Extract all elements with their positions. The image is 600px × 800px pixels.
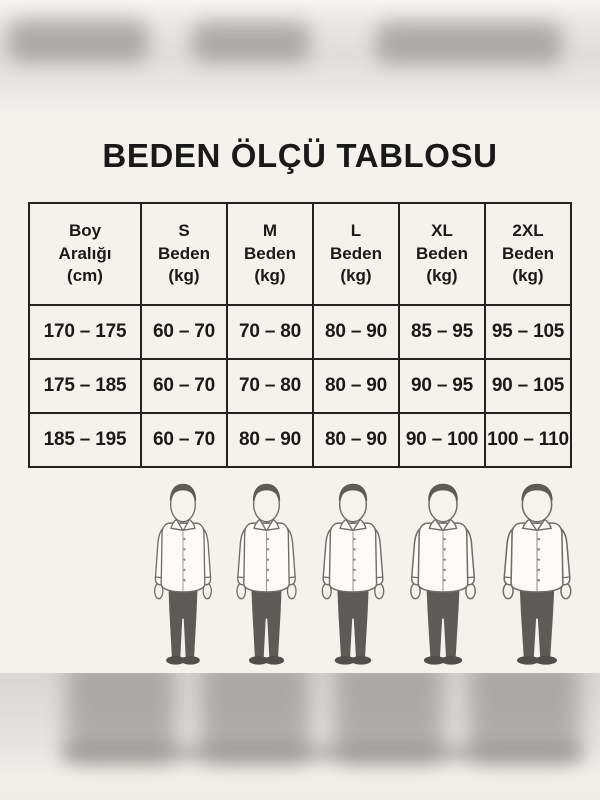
page-title: BEDEN ÖLÇÜ TABLOSU [102, 137, 498, 174]
blur-smudge [60, 745, 584, 761]
cell-height-range: 170 – 175 [28, 304, 142, 360]
cell-weight: 60 – 70 [140, 412, 228, 468]
cell-weight: 100 – 110 [484, 412, 572, 468]
col-header-height: Boy Aralığı (cm) [28, 202, 142, 306]
cell-weight: 90 – 100 [398, 412, 486, 468]
cell-weight: 60 – 70 [140, 358, 228, 414]
man-figure-s-icon [153, 483, 213, 666]
cell-weight: 80 – 90 [312, 304, 400, 360]
col-header-l: L Beden (kg) [312, 202, 400, 306]
man-figure-2xl-icon [502, 483, 572, 666]
man-figure-l-icon [321, 483, 385, 666]
cell-weight: 70 – 80 [226, 304, 314, 360]
blur-bar [334, 673, 444, 763]
blur-bar [468, 673, 580, 763]
cell-weight: 80 – 90 [312, 412, 400, 468]
cell-weight: 60 – 70 [140, 304, 228, 360]
size-table: Boy Aralığı (cm) S Beden (kg) M Beden (k… [28, 202, 572, 468]
cell-weight: 95 – 105 [484, 304, 572, 360]
blur-smudge [376, 22, 562, 64]
top-blur-banner [0, 0, 600, 113]
cell-weight: 90 – 105 [484, 358, 572, 414]
col-header-s: S Beden (kg) [140, 202, 228, 306]
cell-weight: 80 – 90 [226, 412, 314, 468]
table-header-row: Boy Aralığı (cm) S Beden (kg) M Beden (k… [28, 202, 572, 306]
cell-height-range: 185 – 195 [28, 412, 142, 468]
blur-smudge [192, 22, 310, 62]
col-header-2xl: 2XL Beden (kg) [484, 202, 572, 306]
blur-bar [200, 673, 310, 763]
table-row: 170 – 175 60 – 70 70 – 80 80 – 90 85 – 9… [28, 304, 572, 360]
table-row: 185 – 195 60 – 70 80 – 90 80 – 90 90 – 1… [28, 412, 572, 468]
cell-weight: 80 – 90 [312, 358, 400, 414]
man-figure-xl-icon [410, 483, 476, 666]
cell-weight: 85 – 95 [398, 304, 486, 360]
cell-weight: 70 – 80 [226, 358, 314, 414]
size-figures-row [146, 480, 600, 673]
man-figure-m-icon [236, 483, 297, 666]
col-header-m: M Beden (kg) [226, 202, 314, 306]
cell-weight: 90 – 95 [398, 358, 486, 414]
bottom-blur-banner [0, 673, 600, 800]
blur-bar [66, 673, 176, 763]
cell-height-range: 175 – 185 [28, 358, 142, 414]
blur-smudge [8, 20, 148, 62]
size-chart-card: BEDEN ÖLÇÜ TABLOSU Boy Aralığı (cm) S Be… [0, 113, 600, 673]
col-header-xl: XL Beden (kg) [398, 202, 486, 306]
table-row: 175 – 185 60 – 70 70 – 80 80 – 90 90 – 9… [28, 358, 572, 414]
